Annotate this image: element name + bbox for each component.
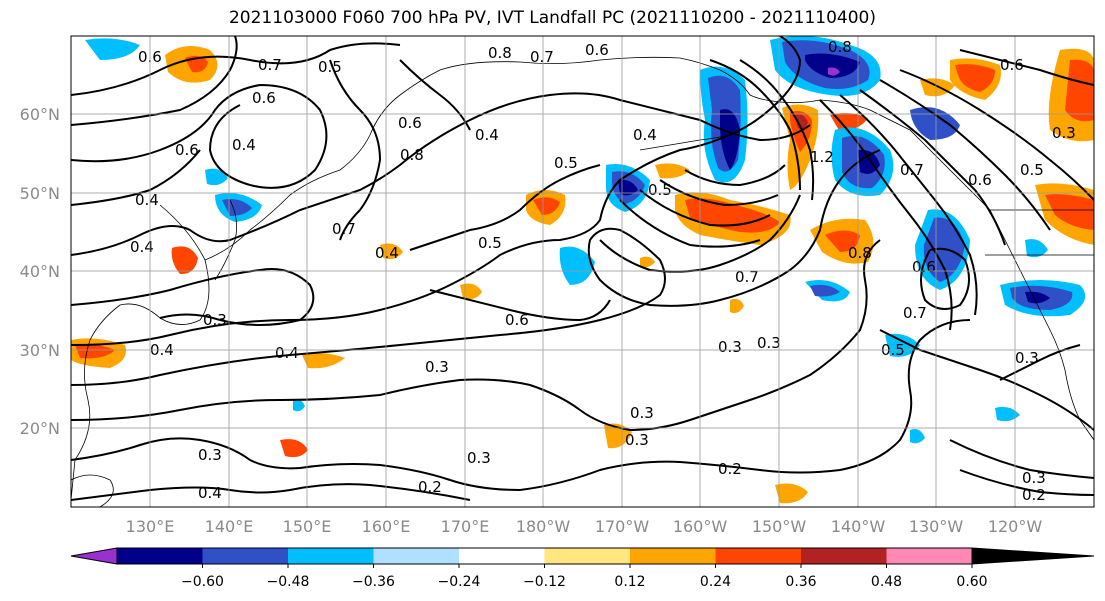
lat-label-50n: 50°N [20,184,60,203]
contour-label: 0.4 [232,136,256,154]
contour-label: 0.6 [252,89,276,107]
contour-label: 0.7 [900,161,924,179]
contour-label: 0.5 [1020,161,1044,179]
colorbar-tick-label: 0.36 [785,574,816,590]
lon-label-170e: 170°E [441,517,490,536]
contour-label: 0.3 [198,446,222,464]
colorbar-segment [544,548,630,564]
contour-label: 0.6 [398,114,422,132]
colorbar-segment [373,548,459,564]
colorbar-tick-label: −0.12 [523,574,566,590]
contour-label: 0.6 [1000,56,1024,74]
contour-label: 0.4 [275,344,299,362]
colorbar-tick-label: 0.48 [871,574,902,590]
lon-label-130w: 130°W [909,517,964,536]
contour-label: 0.3 [467,449,491,467]
contour-label: 0.3 [203,311,227,329]
colorbar-segment [801,548,887,564]
colorbar-segment [202,548,288,564]
longitude-labels: 130°E 140°E 150°E 160°E 170°E 180°W 170°… [126,517,1043,536]
colorbar-extend-max [971,547,1095,565]
contour-label: 0.6 [585,41,609,59]
contour-label: 1.2 [810,148,834,166]
contour-label: 0.7 [332,220,356,238]
contour-label: 0.5 [478,234,502,252]
colorbar-segment [117,548,203,564]
latitude-labels: 60°N 50°N 40°N 30°N 20°N [20,105,60,438]
contour-label: 0.5 [318,58,342,76]
lon-label-180w: 180°W [516,517,571,536]
contour-label: 0.4 [633,126,657,144]
contour-label: 0.4 [475,126,499,144]
colorbar-tick-label: −0.60 [181,574,224,590]
lat-label-40n: 40°N [20,262,60,281]
contour-label: 0.3 [1022,469,1046,487]
contour-label: 0.2 [1022,486,1046,504]
lon-label-160w: 160°W [673,517,728,536]
colorbar-segment [886,548,972,564]
colorbar-tick-label: −0.24 [438,574,481,590]
colorbar-tick-label: −0.48 [267,574,310,590]
contour-label: 0.7 [735,268,759,286]
contour-label: 0.3 [425,358,449,376]
pv-contours [71,36,1094,501]
lon-label-140w: 140°W [831,517,886,536]
contour-label: 0.4 [135,191,159,209]
contour-label: 0.6 [968,171,992,189]
lon-label-170w: 170°W [595,517,650,536]
contour-label: 0.2 [418,478,442,496]
lon-label-150e: 150°E [283,517,332,536]
contour-label: 0.3 [718,338,742,356]
contour-labels: 0.6 0.5 0.7 0.6 0.8 0.7 0.6 0.6 0.4 0.6 … [130,38,1076,504]
contour-label: 0.5 [554,154,578,172]
lon-label-150w: 150°W [752,517,807,536]
coastlines [71,56,1094,507]
contour-label: 0.3 [1052,124,1076,142]
colorbar-tick-label: 0.12 [614,574,645,590]
colorbar: −0.60 −0.48 −0.36 −0.24 −0.12 0.12 0.24 … [70,547,1095,590]
contour-label: 0.6 [505,311,529,329]
colorbar-tick-label: 0.60 [956,574,987,590]
colorbar-segment [715,548,801,564]
colorbar-segment [459,548,545,564]
colorbar-extend-min [70,547,118,565]
lon-label-120w: 120°W [988,517,1043,536]
contour-label: 0.4 [375,244,399,262]
lon-label-130e: 130°E [126,517,175,536]
colorbar-tick-label: −0.36 [352,574,395,590]
lat-label-30n: 30°N [20,341,60,360]
contour-label: 0.6 [175,141,199,159]
contour-label: 0.2 [718,460,742,478]
lon-label-160e: 160°E [362,517,411,536]
lon-label-140e: 140°E [205,517,254,536]
colorbar-segment [288,548,374,564]
colorbar-tick-label: 0.24 [700,574,731,590]
figure-title: 2021103000 F060 700 hPa PV, IVT Landfall… [228,8,876,28]
contour-label: 0.4 [198,484,222,502]
contour-label: 0.8 [488,44,512,62]
gridlines [71,36,1094,507]
colorbar-tick-marks [202,564,973,568]
contour-label: 0.7 [530,48,554,66]
colorbar-segment [630,548,716,564]
contour-label: 0.5 [648,181,672,199]
contour-label: 0.3 [630,404,654,422]
lat-label-20n: 20°N [20,419,60,438]
contour-label: 0.3 [1015,349,1039,367]
contour-label: 0.3 [757,334,781,352]
lat-label-60n: 60°N [20,105,60,124]
contour-label: 0.8 [400,146,424,164]
map-frame [70,35,1095,508]
contour-label: 0.7 [903,304,927,322]
contour-label: 0.7 [258,56,282,74]
contour-label: 0.3 [625,431,649,449]
contour-label: 0.8 [848,244,872,262]
contour-label: 0.8 [828,38,852,56]
contour-label: 0.4 [130,238,154,256]
contour-label: 0.6 [912,258,936,276]
